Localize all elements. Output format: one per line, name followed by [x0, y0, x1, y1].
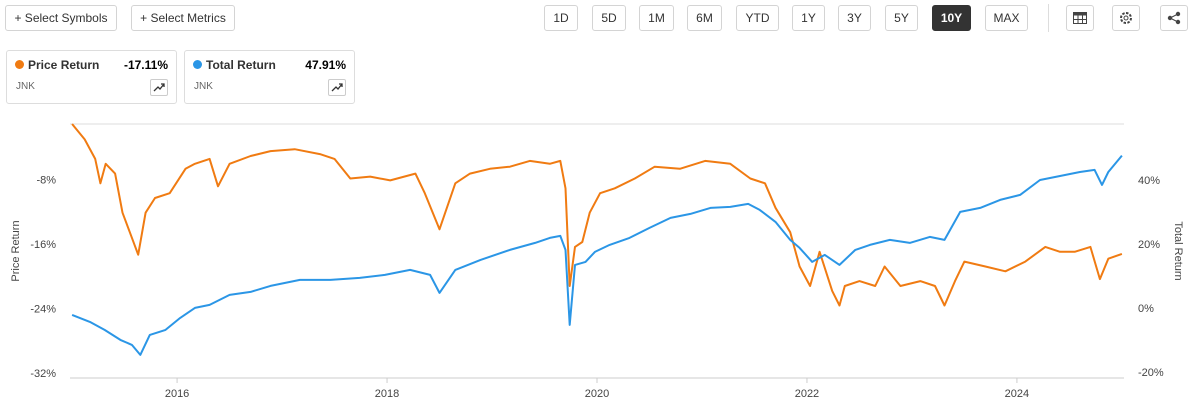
settings-button[interactable]	[1112, 5, 1140, 31]
gear-icon	[1120, 12, 1132, 24]
y-tick-label: -8%	[36, 174, 56, 186]
y2-tick-label: -20%	[1138, 367, 1164, 379]
range-button[interactable]: 5D	[592, 5, 626, 31]
legend-card[interactable]: Total Return 47.91% JNK	[184, 50, 355, 104]
x-tick-label: 2024	[1005, 388, 1029, 400]
range-button[interactable]: 1D	[544, 5, 578, 31]
range-button[interactable]: 6M	[687, 5, 722, 31]
y2-tick-label: 20%	[1138, 239, 1160, 251]
y-axis-title: Price Return	[10, 220, 22, 281]
legend-symbol: JNK	[16, 81, 35, 92]
select-metrics-button[interactable]: + Select Metrics	[131, 5, 235, 31]
trend-icon	[331, 83, 343, 92]
x-tick-label: 2022	[795, 388, 819, 400]
table-icon	[1073, 12, 1087, 24]
range-button[interactable]: 3Y	[838, 5, 871, 31]
legend-name: Price Return	[28, 58, 100, 72]
range-button[interactable]: 1Y	[792, 5, 825, 31]
legend-swatch	[15, 60, 24, 69]
x-tick-label: 2018	[375, 388, 399, 400]
legend-name: Total Return	[206, 58, 276, 72]
y-tick-label: -16%	[30, 239, 56, 251]
share-icon	[1167, 11, 1181, 25]
range-button[interactable]: 5Y	[885, 5, 918, 31]
range-button[interactable]: 10Y	[932, 5, 971, 31]
share-button[interactable]	[1160, 5, 1188, 31]
x-tick-label: 2016	[165, 388, 189, 400]
legend-value: 47.91%	[305, 58, 346, 72]
chart-type-button[interactable]	[328, 79, 346, 96]
legend-symbol: JNK	[194, 81, 213, 92]
trend-icon	[153, 83, 165, 92]
legend-swatch	[193, 60, 202, 69]
y-tick-label: -24%	[30, 303, 56, 315]
y2-tick-label: 0%	[1138, 303, 1154, 315]
series-line	[71, 154, 1123, 356]
separator	[1048, 4, 1049, 32]
y2-tick-label: 40%	[1138, 175, 1160, 187]
series-line	[71, 123, 1123, 307]
range-button[interactable]: 1M	[639, 5, 674, 31]
x-tick-label: 2020	[585, 388, 609, 400]
select-symbols-button[interactable]: + Select Symbols	[5, 5, 117, 31]
legend-value: -17.11%	[123, 58, 168, 72]
chart-type-button[interactable]	[150, 79, 168, 96]
y-tick-label: -32%	[30, 368, 56, 380]
table-button[interactable]	[1066, 5, 1094, 31]
legend-card[interactable]: Price Return -17.11% JNK	[6, 50, 177, 104]
range-button[interactable]: YTD	[736, 5, 779, 31]
y2-axis-title: Total Return	[1172, 221, 1184, 280]
range-button[interactable]: MAX	[985, 5, 1028, 31]
